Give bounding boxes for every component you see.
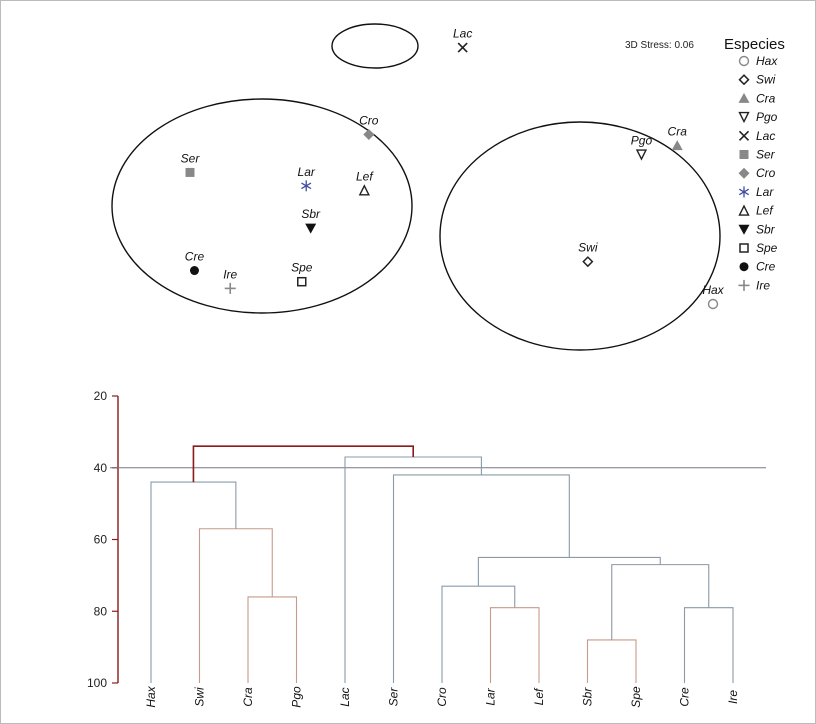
legend-marker-cra bbox=[738, 92, 750, 103]
cluster-ellipse-lac bbox=[331, 23, 419, 69]
point-label-lac: Lac bbox=[453, 27, 472, 41]
dendrogram-branch-4 bbox=[441, 585, 516, 683]
point-marker-cra bbox=[671, 140, 683, 151]
point-marker-cre bbox=[189, 266, 199, 276]
point-marker-ire bbox=[224, 282, 236, 294]
leaf-label-lar: Lar bbox=[484, 687, 498, 705]
leaf-label-cra: Cra bbox=[241, 687, 255, 707]
legend-label-swi: Swi bbox=[756, 73, 776, 87]
leaf-label-cro: Cro bbox=[435, 687, 449, 707]
leaf-label-ire: Ire bbox=[726, 690, 740, 704]
legend-label-sbr: Sbr bbox=[756, 222, 776, 236]
leaf-label-lac: Lac bbox=[338, 687, 352, 706]
legend-marker-ser bbox=[739, 150, 749, 159]
cluster-ellipse-main bbox=[111, 98, 413, 314]
point-marker-hax bbox=[707, 298, 719, 310]
y-tick-label: 40 bbox=[94, 461, 108, 475]
point-marker-ser bbox=[185, 167, 195, 177]
legend-label-cra: Cra bbox=[756, 91, 776, 105]
leaf-label-pgo: Pgo bbox=[290, 686, 304, 708]
point-marker-pgo bbox=[635, 149, 648, 161]
point-marker-lef bbox=[358, 184, 370, 196]
dendrogram: 20 40 60 80 100 Hax Swi Cra Pgo Lac Ser Cro Lar Lef S… bbox=[87, 389, 766, 708]
leaf-label-lef: Lef bbox=[532, 687, 546, 705]
y-tick-label: 60 bbox=[94, 533, 108, 547]
legend-label-ire: Ire bbox=[756, 278, 770, 292]
legend-marker-hax bbox=[738, 55, 750, 67]
dendrogram-branch-11 bbox=[192, 445, 415, 483]
point-marker-cro bbox=[363, 129, 375, 141]
point-label-cre: Cre bbox=[185, 250, 205, 264]
point-label-ser: Ser bbox=[181, 151, 201, 165]
cluster-ellipse-right bbox=[439, 121, 721, 351]
legend: Hax Swi Cra Pgo Lac Ser Cro Lar Lef Sbr Spe Cre Ire bbox=[738, 54, 778, 292]
legend-marker-lar bbox=[738, 186, 750, 198]
legend-label-lef: Lef bbox=[756, 204, 774, 218]
leaf-label-sbr: Sbr bbox=[581, 687, 595, 707]
legend-label-lac: Lac bbox=[756, 129, 775, 143]
point-label-sbr: Sbr bbox=[301, 207, 321, 221]
dendrogram-branch-8 bbox=[477, 556, 661, 587]
y-tick-label: 100 bbox=[87, 676, 107, 690]
point-label-cra: Cra bbox=[668, 125, 688, 139]
legend-label-cro: Cro bbox=[756, 166, 776, 180]
point-label-hax: Hax bbox=[702, 283, 724, 297]
legend-marker-ire bbox=[738, 279, 750, 291]
stress-label: 3D Stress: 0.06 bbox=[625, 40, 694, 51]
legend-marker-cro bbox=[738, 167, 750, 179]
point-marker-sbr bbox=[305, 223, 317, 234]
leaf-label-hax: Hax bbox=[144, 685, 158, 707]
point-label-spe: Spe bbox=[291, 261, 313, 275]
legend-label-spe: Spe bbox=[756, 241, 778, 255]
y-tick-label: 20 bbox=[94, 389, 108, 403]
leaf-label-ser: Ser bbox=[387, 687, 401, 707]
legend-marker-sbr bbox=[738, 224, 750, 235]
point-label-lef: Lef bbox=[356, 169, 374, 183]
legend-label-ser: Ser bbox=[756, 148, 776, 162]
legend-title: Especies bbox=[724, 36, 785, 53]
legend-marker-lef bbox=[738, 204, 750, 216]
leaf-label-swi: Swi bbox=[193, 687, 207, 707]
point-marker-swi bbox=[582, 256, 594, 268]
point-label-ire: Ire bbox=[223, 267, 237, 281]
legend-label-lar: Lar bbox=[756, 185, 774, 199]
point-label-lar: Lar bbox=[298, 165, 316, 179]
legend-marker-spe bbox=[739, 243, 749, 253]
point-label-cro: Cro bbox=[359, 114, 379, 128]
point-label-swi: Swi bbox=[578, 241, 598, 255]
legend-marker-lac bbox=[738, 130, 750, 141]
point-marker-lac bbox=[457, 42, 468, 53]
leaf-label-cre: Cre bbox=[678, 687, 692, 707]
legend-label-hax: Hax bbox=[756, 54, 778, 68]
legend-marker-cre bbox=[739, 262, 749, 272]
point-label-pgo: Pgo bbox=[631, 134, 653, 148]
mds-ordination-plot: 3D Stress: 0.06 Especies Lac Cro Ser Lar Lef… bbox=[111, 23, 785, 351]
leaf-label-spe: Spe bbox=[629, 686, 643, 708]
legend-label-pgo: Pgo bbox=[756, 110, 778, 124]
point-marker-spe bbox=[297, 276, 307, 287]
legend-label-cre: Cre bbox=[756, 260, 776, 274]
legend-marker-pgo bbox=[738, 111, 750, 124]
legend-marker-swi bbox=[738, 74, 750, 86]
point-marker-lar bbox=[301, 180, 312, 192]
y-tick-label: 80 bbox=[94, 604, 108, 618]
